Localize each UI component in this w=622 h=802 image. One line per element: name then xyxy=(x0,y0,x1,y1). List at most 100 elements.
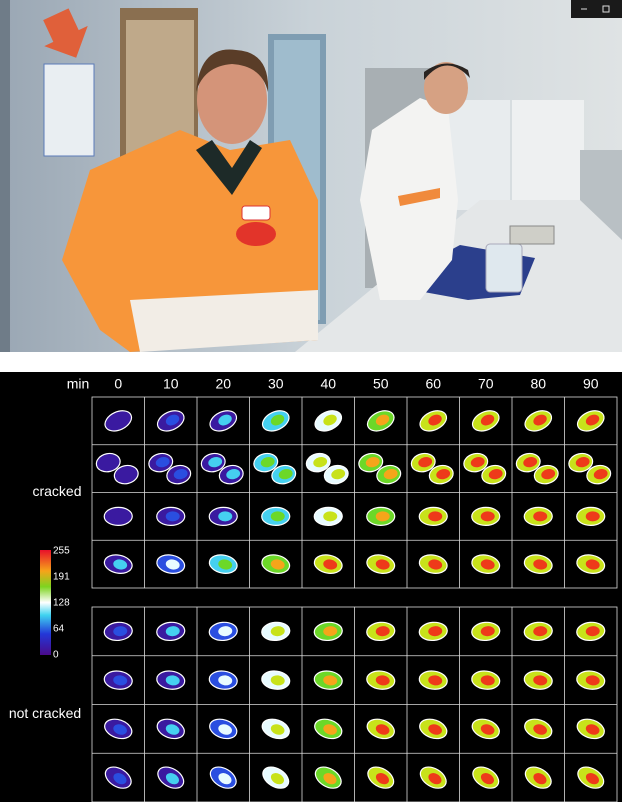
coat-stripe xyxy=(398,188,440,206)
hair-2 xyxy=(424,63,470,80)
grain-core xyxy=(270,675,285,686)
grain-core xyxy=(323,626,338,637)
figure-background xyxy=(0,372,622,802)
grain-core xyxy=(218,559,233,570)
grain-core xyxy=(113,414,127,426)
grain-core xyxy=(428,724,442,735)
scale xyxy=(509,225,555,245)
grain-core xyxy=(480,724,495,735)
grain-core xyxy=(428,675,443,686)
grain-core xyxy=(113,511,128,522)
grain-core xyxy=(165,675,180,686)
grain-core xyxy=(155,457,170,468)
grain-core xyxy=(260,457,275,468)
grain-core xyxy=(218,675,233,686)
column-label: 90 xyxy=(583,376,599,392)
column-label: 20 xyxy=(215,376,231,392)
grain-core xyxy=(323,511,338,522)
grain-core xyxy=(113,559,128,570)
grain-core xyxy=(165,724,180,735)
jug xyxy=(485,243,523,293)
grain-core xyxy=(113,675,128,686)
grain-core xyxy=(575,457,590,468)
grain-core xyxy=(218,626,233,637)
shirt xyxy=(196,140,262,195)
grain-core xyxy=(375,724,390,735)
grain-core xyxy=(218,414,232,426)
grain-core xyxy=(365,457,380,468)
grain-core xyxy=(480,511,495,522)
grain-core xyxy=(278,469,293,480)
grain-core xyxy=(226,469,241,480)
group-label: cracked xyxy=(32,483,81,499)
grain-core xyxy=(533,626,548,637)
grain-core xyxy=(375,414,390,426)
grain-core xyxy=(533,724,547,735)
arrow-sign xyxy=(43,8,88,58)
grain-core xyxy=(270,511,285,522)
colorbar-tick: 64 xyxy=(53,624,65,635)
grain-core xyxy=(270,559,285,570)
grain-core xyxy=(323,559,338,570)
grain-core xyxy=(418,457,433,468)
restore-button[interactable] xyxy=(602,5,610,13)
grain-core xyxy=(375,675,390,686)
grain-core xyxy=(165,773,179,785)
grain-core xyxy=(470,457,485,468)
grain-core xyxy=(323,773,337,785)
grain-core xyxy=(488,469,503,480)
grain-core xyxy=(436,469,451,480)
column-label: 40 xyxy=(320,376,336,392)
grain-core xyxy=(165,626,180,637)
column-label: 0 xyxy=(114,376,122,392)
grain-core xyxy=(585,675,600,686)
grain-core xyxy=(375,559,390,570)
grain-core xyxy=(173,469,188,480)
grain-core xyxy=(331,469,346,480)
grain-core xyxy=(523,457,538,468)
name-badge xyxy=(241,205,271,221)
grain-core xyxy=(218,773,232,785)
grain-core xyxy=(585,559,600,570)
figure: min 0 10 20 30 40 50 60 70 80 90 cracked not cracke… xyxy=(0,372,622,802)
grain-core xyxy=(585,511,600,522)
head-2 xyxy=(424,62,468,114)
coat-lower xyxy=(130,290,318,352)
fridge-2 xyxy=(512,100,584,210)
column-label: 70 xyxy=(478,376,494,392)
grain-core xyxy=(533,414,547,426)
grain-core xyxy=(585,626,600,637)
grain-core xyxy=(375,511,390,522)
window-controls xyxy=(571,0,622,18)
hair xyxy=(196,49,269,92)
grain-core xyxy=(270,626,285,637)
colorbar-tick: 128 xyxy=(53,598,70,609)
grain-core xyxy=(480,675,495,686)
grain-core xyxy=(218,511,233,522)
grain-core xyxy=(533,773,547,785)
grain-core xyxy=(428,414,442,426)
grain-core xyxy=(593,469,608,480)
grain-core xyxy=(103,457,118,468)
grain-core xyxy=(585,773,599,785)
colorbar-tick: 255 xyxy=(53,546,70,557)
grain-core xyxy=(218,724,232,735)
grain-core xyxy=(270,773,284,785)
video-frame xyxy=(0,0,622,352)
column-label: 60 xyxy=(425,376,441,392)
head xyxy=(197,56,267,144)
group-label: not cracked xyxy=(9,705,81,721)
grain-core xyxy=(428,559,443,570)
grain-core xyxy=(428,626,443,637)
grain-core xyxy=(533,675,548,686)
grain-core xyxy=(113,773,127,785)
grain-core xyxy=(480,626,495,637)
logo-badge xyxy=(236,222,276,246)
colorbar-tick: 0 xyxy=(53,650,59,661)
grain-core xyxy=(165,511,180,522)
grain-core xyxy=(208,457,223,468)
grain-core xyxy=(323,675,338,686)
grain-core xyxy=(375,626,390,637)
column-label: 80 xyxy=(530,376,546,392)
grain-core xyxy=(585,724,600,735)
